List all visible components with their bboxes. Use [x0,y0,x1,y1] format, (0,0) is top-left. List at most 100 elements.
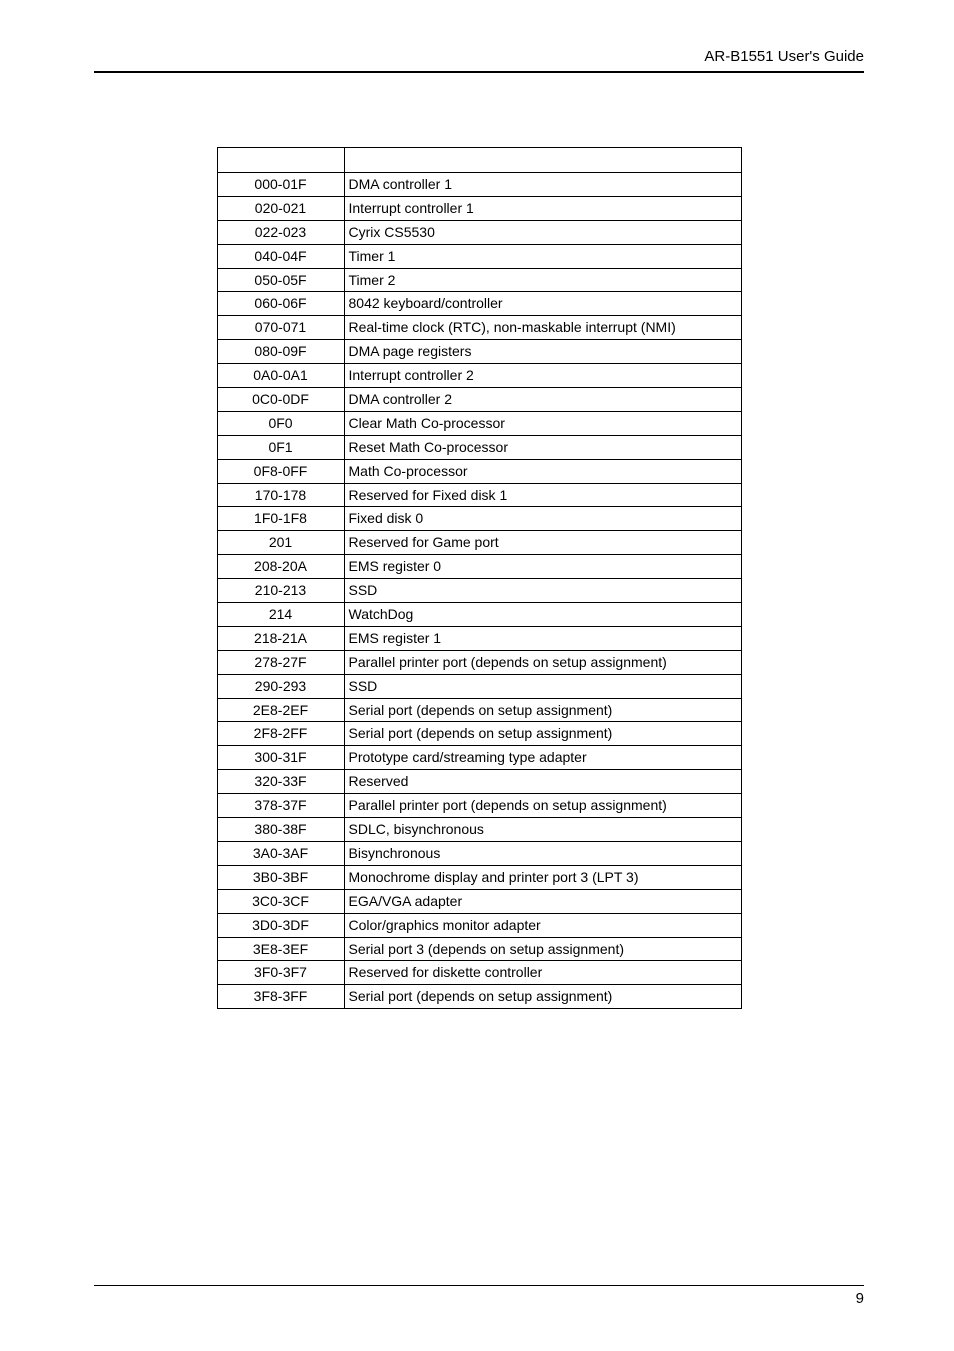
description-cell: Parallel printer port (depends on setup … [344,794,741,818]
table-row: 0F0Clear Math Co-processor [217,411,741,435]
table-row: 050-05FTimer 2 [217,268,741,292]
address-cell: 022-023 [217,220,344,244]
address-cell: 0A0-0A1 [217,364,344,388]
address-cell: 3D0-3DF [217,913,344,937]
table-row: 022-023Cyrix CS5530 [217,220,741,244]
table-row: 0C0-0DFDMA controller 2 [217,388,741,412]
description-cell: Interrupt controller 2 [344,364,741,388]
address-cell: 0F1 [217,435,344,459]
description-cell: Reserved for Game port [344,531,741,555]
table-row: 2F8-2FFSerial port (depends on setup ass… [217,722,741,746]
address-cell: 3F0-3F7 [217,961,344,985]
address-cell: 080-09F [217,340,344,364]
page-container: AR-B1551 User's Guide 000-01FDMA control… [0,0,954,1351]
address-cell: 0F8-0FF [217,459,344,483]
table-row: 060-06F8042 keyboard/controller [217,292,741,316]
table-row: 1F0-1F8Fixed disk 0 [217,507,741,531]
table-row: 070-071Real-time clock (RTC), non-maskab… [217,316,741,340]
description-cell: Fixed disk 0 [344,507,741,531]
io-address-table: 000-01FDMA controller 1020-021Interrupt … [217,147,742,1009]
description-cell: Monochrome display and printer port 3 (L… [344,865,741,889]
table-row: 210-213SSD [217,579,741,603]
address-cell: 3F8-3FF [217,985,344,1009]
description-cell: EMS register 1 [344,626,741,650]
address-cell: 000-01F [217,173,344,197]
address-cell: 218-21A [217,626,344,650]
address-cell [217,148,344,173]
table-row: 0F8-0FFMath Co-processor [217,459,741,483]
address-cell: 3C0-3CF [217,889,344,913]
address-cell: 0C0-0DF [217,388,344,412]
description-cell: Timer 1 [344,244,741,268]
description-cell: Color/graphics monitor adapter [344,913,741,937]
table-row: 3D0-3DFColor/graphics monitor adapter [217,913,741,937]
table-row: 278-27FParallel printer port (depends on… [217,650,741,674]
address-cell: 3B0-3BF [217,865,344,889]
table-row: 3A0-3AFBisynchronous [217,841,741,865]
address-cell: 070-071 [217,316,344,340]
header-rule [94,71,864,73]
description-cell: SSD [344,579,741,603]
address-cell: 210-213 [217,579,344,603]
description-cell: EMS register 0 [344,555,741,579]
description-cell: Reserved for diskette controller [344,961,741,985]
description-cell: Math Co-processor [344,459,741,483]
address-cell: 020-021 [217,196,344,220]
description-cell: Interrupt controller 1 [344,196,741,220]
address-cell: 3A0-3AF [217,841,344,865]
address-cell: 2E8-2EF [217,698,344,722]
table-row: 3B0-3BFMonochrome display and printer po… [217,865,741,889]
address-cell: 2F8-2FF [217,722,344,746]
description-cell: Reserved for Fixed disk 1 [344,483,741,507]
address-cell: 208-20A [217,555,344,579]
table-row: 170-178Reserved for Fixed disk 1 [217,483,741,507]
table-row: 3C0-3CFEGA/VGA adapter [217,889,741,913]
table-row: 3E8-3EFSerial port 3 (depends on setup a… [217,937,741,961]
description-cell: Serial port (depends on setup assignment… [344,698,741,722]
table-row: 214WatchDog [217,603,741,627]
address-cell: 300-31F [217,746,344,770]
address-cell: 060-06F [217,292,344,316]
description-cell: 8042 keyboard/controller [344,292,741,316]
table-row: 290-293SSD [217,674,741,698]
description-cell: Real-time clock (RTC), non-maskable inte… [344,316,741,340]
description-cell: Timer 2 [344,268,741,292]
description-cell: Prototype card/streaming type adapter [344,746,741,770]
table-wrapper: 000-01FDMA controller 1020-021Interrupt … [94,147,864,1009]
table-row: 320-33FReserved [217,770,741,794]
description-cell: Parallel printer port (depends on setup … [344,650,741,674]
description-cell: SDLC, bisynchronous [344,818,741,842]
page-footer: 9 [94,1285,864,1307]
description-cell: Clear Math Co-processor [344,411,741,435]
description-cell: DMA controller 1 [344,173,741,197]
address-cell: 050-05F [217,268,344,292]
table-row: 0F1Reset Math Co-processor [217,435,741,459]
address-cell: 3E8-3EF [217,937,344,961]
table-row: 040-04FTimer 1 [217,244,741,268]
address-cell: 214 [217,603,344,627]
address-cell: 320-33F [217,770,344,794]
header-title: AR-B1551 User's Guide [94,48,864,71]
table-row: 3F0-3F7Reserved for diskette controller [217,961,741,985]
table-row [217,148,741,173]
address-cell: 290-293 [217,674,344,698]
description-cell: DMA page registers [344,340,741,364]
address-cell: 1F0-1F8 [217,507,344,531]
address-cell: 0F0 [217,411,344,435]
description-cell: Serial port 3 (depends on setup assignme… [344,937,741,961]
description-cell: WatchDog [344,603,741,627]
footer-rule [94,1285,864,1286]
description-cell: Reserved [344,770,741,794]
table-row: 201Reserved for Game port [217,531,741,555]
table-row: 2E8-2EFSerial port (depends on setup ass… [217,698,741,722]
description-cell: Bisynchronous [344,841,741,865]
address-cell: 201 [217,531,344,555]
description-cell: Cyrix CS5530 [344,220,741,244]
table-row: 208-20AEMS register 0 [217,555,741,579]
table-row: 020-021Interrupt controller 1 [217,196,741,220]
description-cell: EGA/VGA adapter [344,889,741,913]
table-row: 218-21AEMS register 1 [217,626,741,650]
table-row: 300-31FPrototype card/streaming type ada… [217,746,741,770]
address-cell: 170-178 [217,483,344,507]
table-row: 3F8-3FFSerial port (depends on setup ass… [217,985,741,1009]
